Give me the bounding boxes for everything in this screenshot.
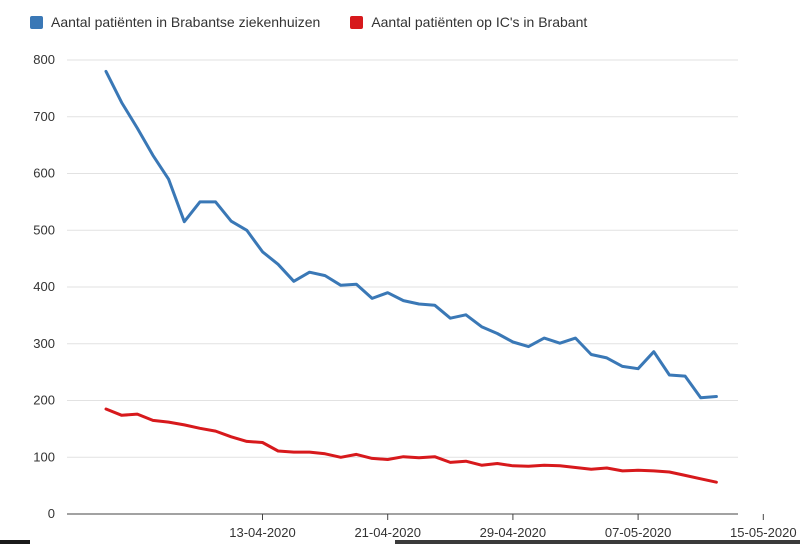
x-tick-label-2020-04-13: 13-04-2020 bbox=[229, 525, 296, 540]
x-tick-label-2020-04-29: 29-04-2020 bbox=[480, 525, 547, 540]
y-tick-label-400: 400 bbox=[33, 279, 55, 294]
legend-label-hospital: Aantal patiënten in Brabantse ziekenhuiz… bbox=[51, 14, 321, 30]
series-line-0 bbox=[104, 69, 718, 400]
y-tick-label-700: 700 bbox=[33, 109, 55, 124]
bottom-edge-right bbox=[395, 540, 800, 544]
y-tick-label-0: 0 bbox=[48, 506, 55, 521]
y-tick-label-800: 800 bbox=[33, 52, 55, 67]
y-tick-label-100: 100 bbox=[33, 449, 55, 464]
legend-swatch-hospital bbox=[30, 15, 43, 29]
x-tick-label-2020-05-15: 15-05-2020 bbox=[730, 525, 797, 540]
y-tick-label-300: 300 bbox=[33, 336, 55, 351]
legend-item-ic[interactable]: Aantal patiënten op IC's in Brabant bbox=[350, 14, 587, 30]
y-tick-label-500: 500 bbox=[33, 222, 55, 237]
bottom-edge-left bbox=[0, 540, 30, 544]
bottom-edge bbox=[0, 540, 800, 544]
legend-swatch-ic bbox=[350, 15, 364, 29]
legend-item-hospital[interactable]: Aantal patiënten in Brabantse ziekenhuiz… bbox=[30, 14, 320, 30]
x-tick-label-2020-04-21: 21-04-2020 bbox=[354, 525, 421, 540]
series-line-1 bbox=[104, 407, 718, 484]
legend-label-ic: Aantal patiënten op IC's in Brabant bbox=[371, 14, 588, 30]
y-tick-label-600: 600 bbox=[33, 166, 55, 181]
legend: Aantal patiënten in Brabantse ziekenhuiz… bbox=[30, 14, 587, 30]
y-tick-label-200: 200 bbox=[33, 393, 55, 408]
x-tick-label-2020-05-07: 07-05-2020 bbox=[605, 525, 672, 540]
